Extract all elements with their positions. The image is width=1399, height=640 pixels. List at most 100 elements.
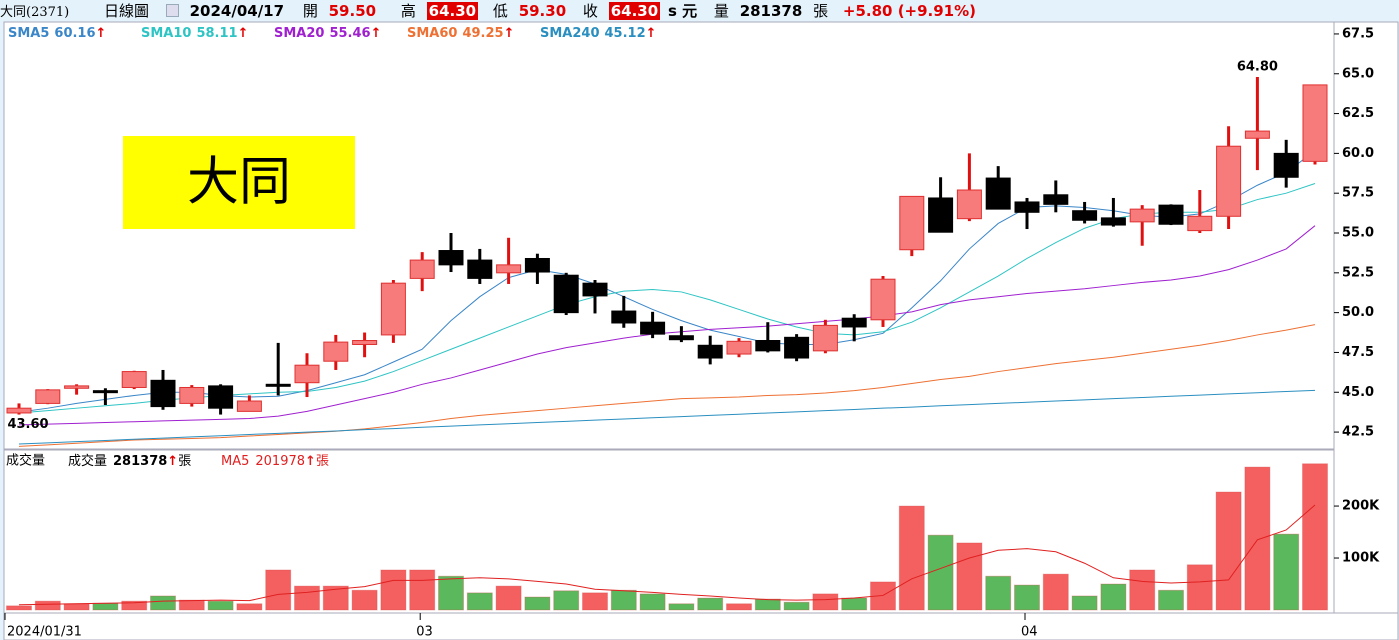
volume-bar xyxy=(726,603,752,611)
candle-body xyxy=(899,195,925,251)
volume-label: 量 xyxy=(713,2,729,20)
volume-bar xyxy=(927,534,954,611)
price-annotation: 43.60 xyxy=(7,417,48,432)
volume-bar xyxy=(322,585,349,611)
date: 2024/04/17 xyxy=(189,2,285,20)
candle-body xyxy=(1014,201,1040,213)
candle-body xyxy=(1158,204,1184,225)
volume-bar xyxy=(495,585,522,611)
ma-line xyxy=(18,324,1316,447)
volume-bar xyxy=(92,602,119,611)
candle-body xyxy=(352,340,378,345)
y-tick-label: 200K xyxy=(1342,499,1380,514)
candle-body xyxy=(236,400,262,412)
legend-name: SMA10 xyxy=(141,26,191,41)
candle-body xyxy=(208,385,234,409)
volume-bar xyxy=(1244,466,1271,611)
volume-bar xyxy=(351,589,378,611)
legend-arrow: ↑ xyxy=(504,26,515,41)
volume-bar xyxy=(294,585,320,611)
candle-body xyxy=(812,324,838,352)
legend-name: SMA5 xyxy=(8,26,49,41)
y-tick-label: 50.0 xyxy=(1342,305,1374,320)
candle-body xyxy=(1273,152,1299,178)
candle-body xyxy=(467,259,493,279)
ma-line xyxy=(18,389,1316,445)
y-tick-label: 67.5 xyxy=(1342,26,1374,41)
volume-bar xyxy=(63,603,90,611)
legend-label: 成交量 xyxy=(68,453,107,469)
low-value: 59.30 xyxy=(518,2,567,20)
candle-body xyxy=(640,321,666,335)
open-value: 59.50 xyxy=(328,2,377,20)
candle-body xyxy=(64,385,90,389)
candle-body xyxy=(121,371,147,388)
volume-bar xyxy=(380,569,407,611)
currency: s 元 xyxy=(667,2,698,20)
volume-bar xyxy=(812,593,839,611)
y-tick-label: 57.5 xyxy=(1342,186,1374,201)
legend-unit: 張 xyxy=(316,454,329,469)
volume-bar xyxy=(1071,595,1098,611)
low-label: 低 xyxy=(492,2,508,20)
legend-arrow: ↑ xyxy=(238,26,249,41)
legend-value: 201978 xyxy=(255,454,305,469)
volume-bar xyxy=(1014,584,1040,611)
header: 大同(2371) 日線圖 2024/04/17 開 59.50 高 64.30 … xyxy=(0,0,1399,22)
legend-arrow: ↑ xyxy=(96,26,107,41)
candle-body xyxy=(697,344,723,359)
volume-bar xyxy=(553,590,580,611)
volume-legend: 成交量 281378↑張 xyxy=(68,453,191,469)
candle-body xyxy=(265,383,291,387)
ma-legend: SMA60 49.25↑ xyxy=(407,26,514,41)
candle-body xyxy=(870,278,896,321)
candle-body xyxy=(35,389,61,404)
y-tick-label: 100K xyxy=(1342,551,1380,566)
volume-bar xyxy=(610,589,637,611)
volume-bar xyxy=(956,542,983,611)
label-box xyxy=(123,136,355,229)
volume-bar xyxy=(1129,569,1156,611)
y-tick-label: 52.5 xyxy=(1342,265,1374,280)
candle-body xyxy=(6,407,32,414)
candle-body xyxy=(611,310,637,324)
legend-name: SMA20 xyxy=(274,26,324,41)
legend-unit: 張 xyxy=(178,454,191,469)
checkbox[interactable] xyxy=(165,4,179,17)
y-tick-label: 47.5 xyxy=(1342,345,1374,360)
ma-legend: SMA240 45.12↑ xyxy=(540,26,657,41)
ma-line xyxy=(18,150,1316,413)
candle-body xyxy=(956,189,982,220)
volume-bar xyxy=(409,569,436,611)
volume-bar xyxy=(207,600,234,611)
volume-bar xyxy=(150,595,176,611)
volume-bar xyxy=(668,603,695,611)
axis-panel xyxy=(1333,21,1399,614)
candle-body xyxy=(841,317,867,328)
candle-body xyxy=(928,197,954,233)
candle-body xyxy=(1100,217,1126,226)
candle-body xyxy=(668,335,694,341)
x-tick-label: 2024/01/31 xyxy=(7,625,82,640)
stock-name: 大同(2371) xyxy=(0,5,70,20)
y-tick-label: 42.5 xyxy=(1342,425,1374,440)
ma-line xyxy=(18,183,1316,414)
volume-bar xyxy=(639,593,666,611)
candle-body xyxy=(496,264,522,274)
candle-body xyxy=(1302,84,1328,162)
volume-bar xyxy=(524,596,551,611)
candle-body xyxy=(524,257,550,273)
volume-bar xyxy=(582,592,608,611)
volume-bar xyxy=(1100,583,1127,611)
legend-arrow: ↑ xyxy=(305,454,316,469)
period: 日線圖 xyxy=(104,2,150,20)
volume-bar xyxy=(841,597,868,611)
volume-bar xyxy=(1302,463,1328,611)
ma-legend: SMA10 58.11↑ xyxy=(141,26,248,41)
candle-body xyxy=(438,250,464,266)
y-tick-label: 45.0 xyxy=(1342,385,1374,400)
candle-body xyxy=(582,282,608,297)
volume-bar xyxy=(466,592,493,611)
y-tick-label: 55.0 xyxy=(1342,226,1374,241)
